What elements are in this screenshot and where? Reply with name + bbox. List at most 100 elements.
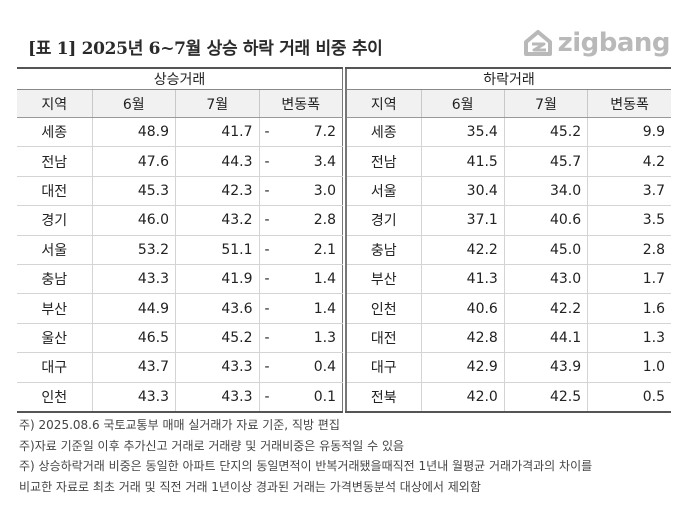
change-value: 2.1 — [313, 241, 336, 258]
page-title: [표 1] 2025년 6~7월 상승 하락 거래 비중 추이 — [28, 39, 383, 59]
tables-container: 상승거래 지역 6월 7월 변동폭 세종 48.9 41.7-7.2 전남 47.6 44… — [17, 67, 671, 413]
change-value: 1.4 — [313, 271, 336, 288]
region-cell: 인천 — [17, 382, 93, 412]
region-cell: 세종 — [17, 117, 93, 148]
rising-table-label: 상승거래 — [17, 68, 343, 90]
change-cell: - 0.4 — [259, 352, 343, 383]
table-row: 대구 43.7 43.3- 0.4 — [17, 352, 343, 383]
change-cell: 1.6 — [587, 293, 671, 324]
change-value: 1.6 — [642, 300, 665, 317]
change-sign: - — [264, 212, 270, 229]
table-row: 서울 53.2 51.1- 2.1 — [17, 235, 343, 265]
rising-table: 상승거래 지역 6월 7월 변동폭 세종 48.9 41.7-7.2 전남 47.6 44… — [17, 67, 343, 413]
region-cell: 울산 — [17, 323, 93, 354]
change-sign: - — [264, 271, 270, 288]
table-row: 경기 37.1 40.6 3.5 — [346, 205, 671, 236]
footnote: 주)자료 기준일 이후 추가신고 거래로 거래량 및 거래비중은 유동적일 수 … — [19, 438, 405, 453]
table-row: 대구 42.9 43.9 1.0 — [346, 352, 671, 383]
region-cell: 경기 — [17, 205, 93, 236]
region-cell: 부산 — [17, 293, 93, 324]
region-cell: 대전 — [346, 323, 422, 354]
change-sign: - — [264, 359, 270, 376]
falling-table-body: 세종 35.4 45.2 9.9 전남 41.5 45.7 4.2 서울 30.4 34.0 3.7 경… — [346, 117, 671, 412]
region-cell: 인천 — [346, 293, 422, 324]
june-value: 43.7 — [92, 352, 176, 383]
change-cell: 4.2 — [587, 146, 671, 177]
change-value: 3.7 — [642, 182, 665, 199]
june-value: 42.8 — [421, 323, 505, 354]
footnote: 주) 2025.08.6 국토교통부 매매 실거래가 자료 기준, 직방 편집 — [19, 418, 340, 432]
footnote: 비교한 자료로 최초 거래 및 직전 거래 1년이상 경과된 거래는 가격변동분… — [19, 479, 481, 494]
change-cell: 3.5 — [587, 205, 671, 236]
june-value: 37.1 — [421, 205, 505, 236]
july-value: 43.0 — [504, 264, 589, 295]
table-row: 세종 48.9 41.7- 7.2 — [17, 117, 343, 148]
change-value: 2.8 — [642, 241, 665, 258]
july-value: 34.0 — [504, 176, 589, 207]
region-cell: 전남 — [17, 146, 93, 177]
col-change: 변동폭 — [259, 89, 343, 118]
region-cell: 충남 — [17, 264, 93, 295]
change-value: 0.4 — [313, 359, 336, 376]
june-value: 35.4 — [421, 117, 505, 148]
change-cell: - 3.0 — [259, 176, 343, 207]
june-value: 30.4 — [421, 176, 505, 207]
col-region: 지역 — [17, 89, 93, 118]
june-value: 42.9 — [421, 352, 505, 383]
july-value: 42.2 — [504, 293, 589, 324]
change-cell: - 1.4 — [259, 293, 343, 324]
june-value: 42.0 — [421, 382, 505, 412]
table-row: 울산 46.5 45.2- 1.3 — [17, 323, 343, 354]
change-cell: - 2.1 — [259, 235, 343, 265]
falling-table-label: 하락거래 — [346, 68, 671, 90]
table-row: 대전 42.8 44.1 1.3 — [346, 323, 671, 354]
change-cell: 1.0 — [587, 352, 671, 383]
change-cell: 1.3 — [587, 323, 671, 354]
change-value: 1.7 — [642, 271, 665, 288]
change-cell: - 0.1 — [259, 382, 343, 412]
table-row: 대전 45.3 42.3- 3.0 — [17, 176, 343, 207]
region-cell: 대구 — [346, 352, 422, 383]
june-value: 41.3 — [421, 264, 505, 295]
table-row: 서울 30.4 34.0 3.7 — [346, 176, 671, 207]
change-cell: - 1.4 — [259, 264, 343, 295]
change-cell: - 1.3 — [259, 323, 343, 354]
july-value: 44.1 — [504, 323, 589, 354]
table-row: 인천 43.3 43.3-0.1 — [17, 382, 343, 412]
change-value: 1.3 — [642, 329, 665, 346]
change-value: 0.1 — [313, 388, 336, 405]
july-value: 45.7 — [504, 146, 589, 177]
region-cell: 서울 — [17, 235, 93, 265]
region-cell: 대전 — [17, 176, 93, 207]
change-cell: 9.9 — [587, 117, 671, 148]
june-value: 44.9 — [92, 293, 176, 324]
july-value: 42.5 — [504, 382, 589, 412]
table-row: 충남 42.2 45.0 2.8 — [346, 235, 671, 265]
change-value: 4.2 — [642, 153, 665, 170]
table-row: 충남 43.3 41.9- 1.4 — [17, 264, 343, 295]
june-value: 46.5 — [92, 323, 176, 354]
table-row: 세종 35.4 45.2 9.9 — [346, 117, 671, 148]
region-cell: 경기 — [346, 205, 422, 236]
june-value: 41.5 — [421, 146, 505, 177]
rising-table-body: 세종 48.9 41.7-7.2 전남 47.6 44.3-3.4 대전 45.3 42.3-3… — [17, 117, 343, 412]
zigbang-house-icon — [523, 30, 552, 56]
table-row: 전남 47.6 44.3- 3.4 — [17, 146, 343, 177]
region-cell: 서울 — [346, 176, 422, 207]
falling-table: 하락거래 지역 6월 7월 변동폭 세종 35.4 45.2 9.9 전남 41.5 45.… — [345, 67, 671, 413]
change-cell: 1.7 — [587, 264, 671, 295]
col-july: 7월 — [175, 89, 260, 118]
june-value: 45.3 — [92, 176, 176, 207]
june-value: 47.6 — [92, 146, 176, 177]
region-cell: 충남 — [346, 235, 422, 265]
change-value: 1.0 — [642, 359, 665, 376]
june-value: 46.0 — [92, 205, 176, 236]
change-sign: - — [264, 241, 270, 258]
region-cell: 세종 — [346, 117, 422, 148]
july-value: 41.9 — [175, 264, 260, 295]
june-value: 53.2 — [92, 235, 176, 265]
july-value: 44.3 — [175, 146, 260, 177]
july-value: 43.3 — [175, 352, 260, 383]
table-row: 경기 46.0 43.2- 2.8 — [17, 205, 343, 236]
june-value: 43.3 — [92, 382, 176, 412]
